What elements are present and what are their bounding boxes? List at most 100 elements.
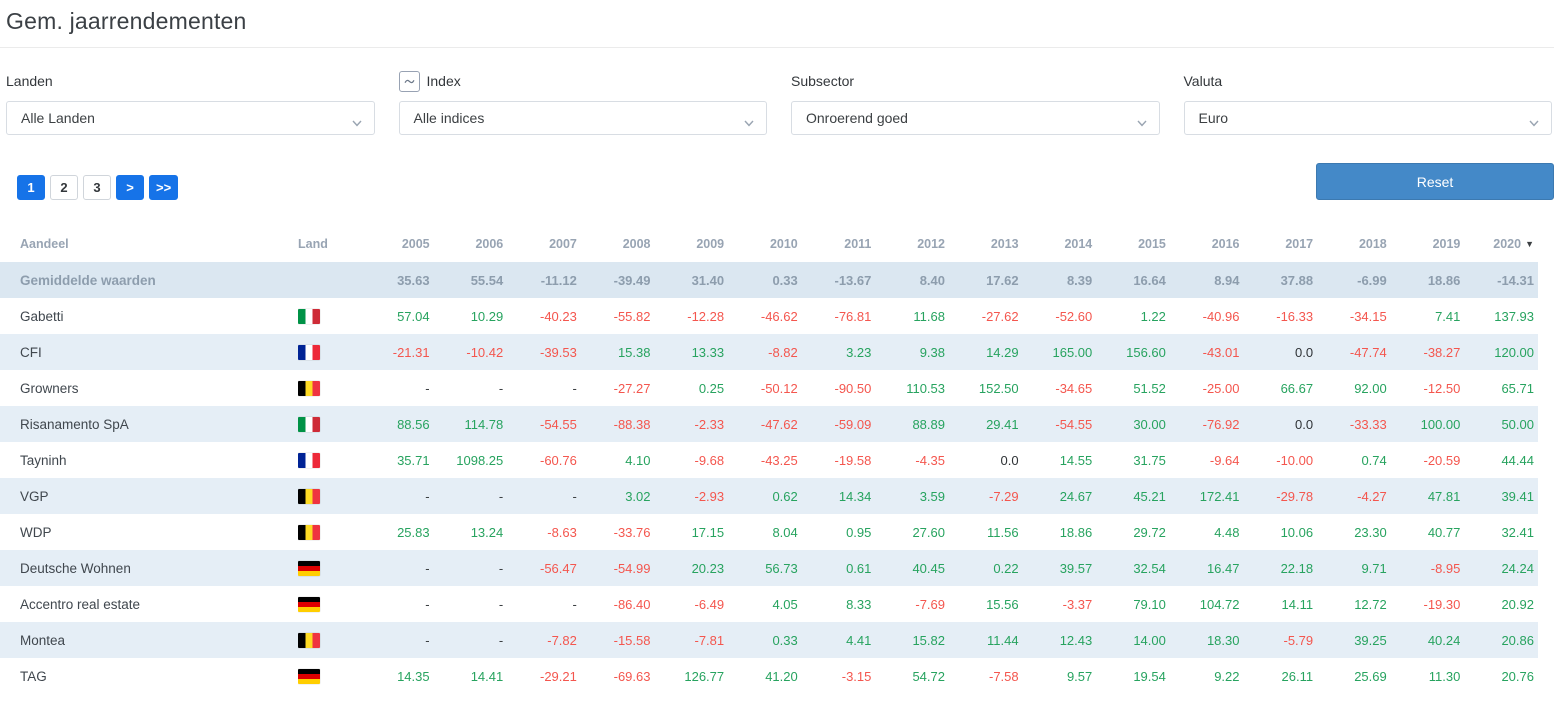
page-button-nextnext[interactable]: >> bbox=[149, 175, 179, 200]
page-button-1[interactable]: 1 bbox=[17, 175, 45, 200]
page-button-3[interactable]: 3 bbox=[83, 175, 111, 200]
filter-valuta: Valuta Euro bbox=[1183, 70, 1552, 135]
column-header-2017[interactable]: 2017 bbox=[1285, 237, 1314, 251]
value-cell: -76.81 bbox=[834, 308, 872, 324]
value-cell: - bbox=[425, 596, 430, 612]
value-cell: 0.0 bbox=[1295, 416, 1314, 432]
page-button-2[interactable]: 2 bbox=[50, 175, 78, 200]
table-row: Deutsche Wohnen - - -56.47 -54.99 20.23 56.73 0… bbox=[0, 550, 1538, 586]
landen-select[interactable]: Alle Landen bbox=[6, 101, 375, 135]
value-cell: -14.31 bbox=[1497, 272, 1534, 288]
value-cell: -33.33 bbox=[1349, 416, 1387, 432]
value-cell: -4.27 bbox=[1357, 488, 1387, 504]
column-header-2006[interactable]: 2006 bbox=[475, 237, 504, 251]
land-cell bbox=[298, 658, 360, 694]
value-cell: -54.55 bbox=[540, 416, 577, 432]
reset-button[interactable]: Reset bbox=[1316, 163, 1554, 200]
value-cell: -69.63 bbox=[613, 668, 651, 684]
column-header-2009[interactable]: 2009 bbox=[696, 237, 725, 251]
stock-name: Accentro real estate bbox=[20, 596, 141, 612]
stock-name: Risanamento SpA bbox=[20, 416, 129, 432]
value-cell: -19.58 bbox=[834, 452, 872, 468]
value-cell: -8.82 bbox=[768, 344, 798, 360]
value-cell: -8.95 bbox=[1430, 560, 1461, 576]
land-cell bbox=[298, 478, 360, 514]
table-row: WDP 25.83 13.24 -8.63 -33.76 17.15 8.04 0.95 27.… bbox=[0, 514, 1538, 550]
column-header-2013[interactable]: 2013 bbox=[990, 237, 1019, 251]
value-cell: 57.04 bbox=[397, 308, 430, 324]
value-cell: -90.50 bbox=[834, 380, 872, 396]
value-cell: 32.41 bbox=[1501, 524, 1534, 540]
value-cell: 4.10 bbox=[625, 452, 651, 468]
value-cell: 3.23 bbox=[846, 344, 872, 360]
column-header-2020[interactable]: 2020 ▼ bbox=[1493, 237, 1534, 251]
value-cell: 31.40 bbox=[691, 272, 725, 288]
filter-bar: Landen Alle Landen Index Alle indices Su… bbox=[6, 70, 1552, 135]
value-cell: -47.74 bbox=[1349, 344, 1387, 360]
value-cell: - bbox=[425, 560, 430, 576]
column-header-2005[interactable]: 2005 bbox=[401, 237, 430, 251]
column-header-2016[interactable]: 2016 bbox=[1211, 237, 1240, 251]
table-body: Gemiddelde waarden 35.63 55.54 -11.12 -39.49… bbox=[0, 262, 1538, 694]
value-cell: 65.71 bbox=[1501, 380, 1534, 396]
value-cell: 0.0 bbox=[1295, 344, 1314, 360]
column-header-2018[interactable]: 2018 bbox=[1358, 237, 1387, 251]
value-cell: - bbox=[498, 380, 504, 396]
column-header-2008[interactable]: 2008 bbox=[622, 237, 651, 251]
value-cell: -27.62 bbox=[981, 308, 1019, 324]
column-header-2015[interactable]: 2015 bbox=[1138, 237, 1166, 251]
subsector-select-value: Onroerend goed bbox=[806, 110, 908, 126]
value-cell: -11.12 bbox=[540, 272, 577, 288]
page-button-next[interactable]: > bbox=[116, 175, 144, 200]
value-cell: 14.00 bbox=[1133, 632, 1166, 648]
value-cell: -86.40 bbox=[613, 596, 651, 612]
value-cell: -13.67 bbox=[834, 272, 872, 288]
column-header-2011[interactable]: 2011 bbox=[844, 237, 872, 251]
column-header-2014[interactable]: 2014 bbox=[1064, 237, 1093, 251]
value-cell: 8.33 bbox=[846, 596, 872, 612]
column-header-land[interactable]: Land bbox=[298, 237, 328, 251]
value-cell: - bbox=[498, 560, 504, 576]
value-cell: 30.00 bbox=[1133, 416, 1166, 432]
value-cell: 29.41 bbox=[986, 416, 1019, 432]
value-cell: 16.47 bbox=[1206, 560, 1240, 576]
value-cell: -6.99 bbox=[1357, 272, 1387, 288]
column-header-2010[interactable]: 2010 bbox=[769, 237, 798, 251]
value-cell: - bbox=[572, 488, 577, 504]
value-cell: 35.71 bbox=[397, 452, 430, 468]
stock-name: Gemiddelde waarden bbox=[20, 272, 156, 288]
value-cell: -7.82 bbox=[547, 632, 577, 648]
value-cell: -54.99 bbox=[613, 560, 651, 576]
value-cell: 40.45 bbox=[912, 560, 945, 576]
value-cell: -20.59 bbox=[1423, 452, 1461, 468]
value-cell: 12.43 bbox=[1059, 632, 1093, 648]
value-cell: -59.09 bbox=[834, 416, 872, 432]
value-cell: 152.50 bbox=[978, 380, 1019, 396]
subsector-select[interactable]: Onroerend goed bbox=[791, 101, 1160, 135]
value-cell: -52.60 bbox=[1055, 308, 1093, 324]
index-select[interactable]: Alle indices bbox=[398, 101, 767, 135]
value-cell: -3.37 bbox=[1062, 596, 1093, 612]
value-cell: -33.76 bbox=[613, 524, 651, 540]
value-cell: 50.00 bbox=[1501, 416, 1534, 432]
value-cell: -12.50 bbox=[1423, 380, 1461, 396]
column-header-2019[interactable]: 2019 bbox=[1432, 237, 1461, 251]
filter-subsector: Subsector Onroerend goed bbox=[791, 70, 1160, 135]
value-cell: 92.00 bbox=[1354, 380, 1387, 396]
value-cell: 26.11 bbox=[1281, 668, 1314, 684]
sort-desc-icon: ▼ bbox=[1525, 239, 1534, 249]
value-cell: 1.22 bbox=[1140, 308, 1166, 324]
valuta-select[interactable]: Euro bbox=[1183, 101, 1552, 135]
column-header-aandeel[interactable]: Aandeel bbox=[20, 237, 69, 251]
column-header-2012[interactable]: 2012 bbox=[917, 237, 945, 251]
value-cell: 37.88 bbox=[1280, 272, 1314, 288]
column-header-2007[interactable]: 2007 bbox=[549, 237, 577, 251]
toolbar: 1 2 3 > >> Reset bbox=[0, 163, 1554, 200]
value-cell: 10.29 bbox=[470, 308, 504, 324]
flag-de-icon bbox=[298, 597, 320, 613]
filter-landen: Landen Alle Landen bbox=[6, 70, 375, 135]
value-cell: 100.00 bbox=[1420, 416, 1461, 432]
flag-be-icon bbox=[298, 381, 320, 397]
value-cell: -15.58 bbox=[613, 632, 651, 648]
value-cell: -7.29 bbox=[988, 488, 1019, 504]
